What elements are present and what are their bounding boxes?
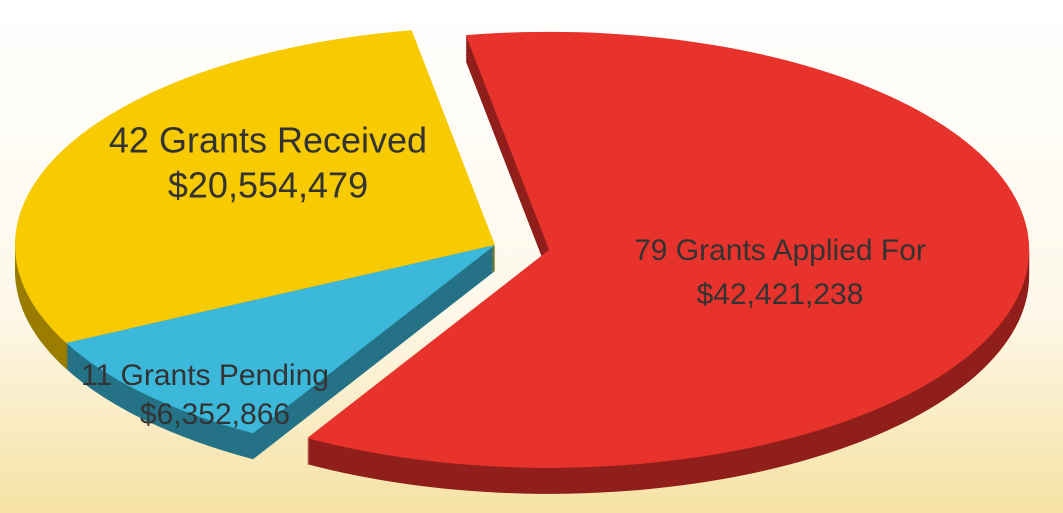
pie xyxy=(14,30,1030,494)
slice xyxy=(66,245,495,434)
slice-value-label: $42,421,238 xyxy=(697,278,864,311)
slice xyxy=(307,31,1030,468)
slice-label: 79 Grants Applied For xyxy=(634,234,926,267)
slice-value-label: $20,554,479 xyxy=(168,165,368,206)
slice-value-label: $6,352,866 xyxy=(140,398,290,431)
slice xyxy=(14,30,496,344)
slice-label: 42 Grants Received xyxy=(109,120,427,161)
labels: 79 Grants Applied For $42,421,238 11 Gra… xyxy=(81,120,926,431)
slice-label: 11 Grants Pending xyxy=(81,359,329,392)
